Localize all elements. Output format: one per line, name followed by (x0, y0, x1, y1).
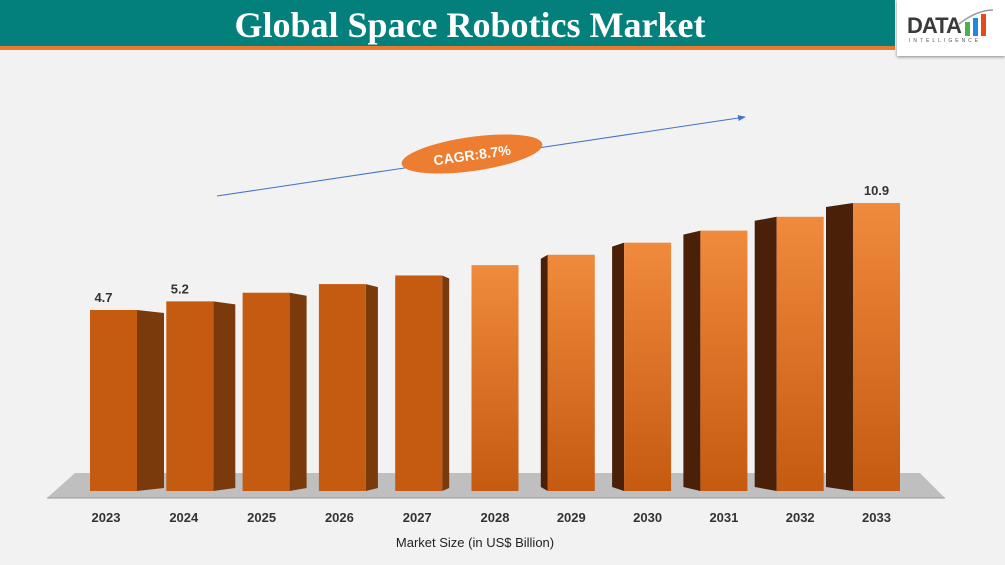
data-label: 10.9 (864, 183, 889, 198)
x-axis-title: Market Size (in US$ Billion) (395, 535, 555, 550)
bar-side (442, 275, 450, 491)
logo-text: DATA (907, 13, 962, 38)
bar-side (289, 292, 307, 491)
bar-side (826, 202, 853, 491)
bar-2025 (242, 292, 290, 491)
logo-bars-icon (958, 9, 994, 36)
bar-2031 (700, 230, 748, 491)
page-title: Global Space Robotics Market (234, 5, 706, 45)
data-label: 5.2 (171, 281, 189, 296)
logo-subtext: INTELLIGENCE (909, 38, 982, 44)
x-tick-label: 2025 (247, 510, 276, 525)
bar-2026 (318, 284, 366, 491)
bar-side (213, 301, 236, 491)
bar-side (754, 216, 777, 491)
bar-side (683, 230, 701, 491)
x-tick-label: 2031 (709, 510, 738, 525)
x-tick-label: 2027 (403, 510, 432, 525)
cagr-badge (401, 134, 543, 174)
x-tick-label: 2028 (481, 510, 510, 525)
bar-2027 (395, 275, 443, 491)
x-tick-label: 2030 (633, 510, 662, 525)
bar-2024 (166, 301, 214, 491)
x-tick-label: 2024 (169, 510, 199, 525)
x-tick-label: 2032 (786, 510, 815, 525)
bar-side (137, 310, 164, 491)
bar-2030 (624, 242, 672, 491)
x-tick-label: 2029 (557, 510, 586, 525)
bar-2029 (547, 254, 595, 491)
x-tick-label: 2023 (92, 510, 121, 525)
bar-2033 (853, 202, 900, 491)
x-tick-label: 2033 (862, 510, 891, 525)
x-tick-label: 2026 (325, 510, 354, 525)
bar-side (365, 284, 378, 491)
data-label: 4.7 (94, 290, 112, 305)
bar-side (612, 242, 625, 491)
bar-side (540, 254, 548, 491)
header-bar (0, 0, 895, 50)
logo: DATA INTELLIGENCE (897, 0, 1005, 56)
bar-2023 (90, 310, 137, 491)
bar-2028 (471, 265, 519, 491)
bar-2032 (776, 216, 824, 491)
